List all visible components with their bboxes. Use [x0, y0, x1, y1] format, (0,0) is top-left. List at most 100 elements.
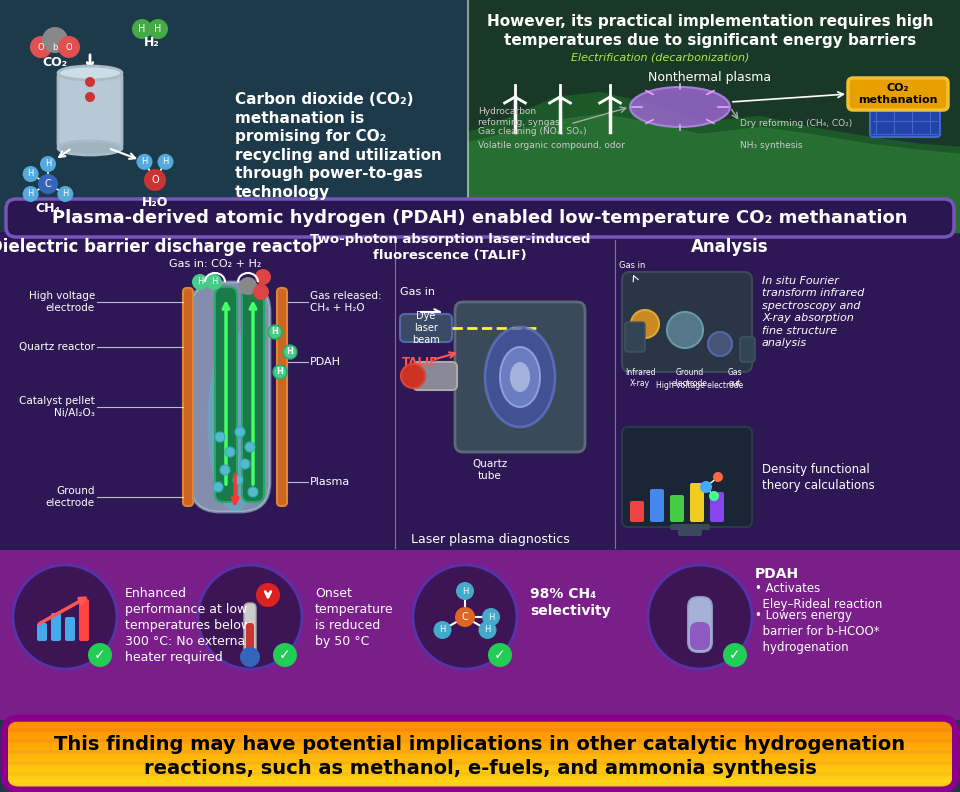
Circle shape [136, 154, 153, 169]
Text: High voltage
electrode: High voltage electrode [29, 291, 95, 313]
FancyBboxPatch shape [413, 362, 457, 390]
Circle shape [239, 277, 257, 295]
FancyBboxPatch shape [740, 337, 755, 362]
Circle shape [206, 274, 222, 290]
FancyBboxPatch shape [625, 322, 645, 352]
Text: Catalyst pellet
Ni/Al₂O₃: Catalyst pellet Ni/Al₂O₃ [19, 396, 95, 418]
FancyBboxPatch shape [8, 781, 952, 782]
Text: Ground
electrode: Ground electrode [672, 368, 708, 388]
Text: Volatile organic compound, odor: Volatile organic compound, odor [478, 142, 625, 150]
Text: In situ Fourier
transform infrared
spectroscopy and
X-ray absorption
fine struct: In situ Fourier transform infrared spect… [762, 276, 864, 348]
FancyBboxPatch shape [8, 738, 952, 740]
FancyBboxPatch shape [670, 495, 684, 522]
FancyBboxPatch shape [8, 730, 952, 732]
Circle shape [58, 36, 80, 58]
Circle shape [248, 487, 258, 497]
FancyBboxPatch shape [58, 73, 122, 148]
FancyBboxPatch shape [630, 501, 644, 522]
FancyBboxPatch shape [848, 78, 948, 110]
Text: H: H [272, 328, 278, 337]
Text: ✓: ✓ [494, 648, 506, 662]
Text: H: H [141, 158, 148, 166]
FancyBboxPatch shape [8, 771, 952, 773]
Text: Dye
laser
beam: Dye laser beam [412, 310, 440, 345]
Text: H: H [276, 367, 283, 376]
Text: Gas in: CO₂ + H₂: Gas in: CO₂ + H₂ [169, 259, 261, 269]
Ellipse shape [58, 141, 122, 155]
Text: Onset
temperature
is reduced
by 50 °C: Onset temperature is reduced by 50 °C [315, 587, 394, 648]
FancyBboxPatch shape [8, 769, 952, 771]
Text: H: H [462, 587, 468, 596]
FancyBboxPatch shape [8, 735, 952, 737]
FancyBboxPatch shape [8, 759, 952, 760]
Circle shape [708, 332, 732, 356]
Text: Gas cleaning (NOₓ, SOₓ): Gas cleaning (NOₓ, SOₓ) [478, 128, 587, 136]
Text: H: H [62, 189, 68, 199]
FancyBboxPatch shape [8, 786, 952, 788]
Text: H: H [211, 277, 217, 287]
FancyBboxPatch shape [8, 737, 952, 738]
Circle shape [85, 92, 95, 102]
Circle shape [215, 432, 225, 442]
Text: CO₂: CO₂ [42, 55, 67, 68]
Circle shape [157, 154, 174, 169]
FancyBboxPatch shape [190, 282, 270, 512]
FancyBboxPatch shape [400, 314, 452, 342]
Text: Plasma: Plasma [310, 477, 350, 487]
FancyBboxPatch shape [622, 427, 752, 527]
Text: CH₄: CH₄ [36, 203, 60, 215]
FancyBboxPatch shape [8, 766, 952, 767]
FancyBboxPatch shape [215, 287, 237, 502]
FancyBboxPatch shape [8, 758, 952, 760]
FancyBboxPatch shape [51, 613, 61, 641]
Text: Gas
out: Gas out [728, 368, 742, 388]
FancyBboxPatch shape [8, 725, 952, 726]
FancyBboxPatch shape [678, 529, 702, 536]
FancyBboxPatch shape [8, 722, 952, 724]
Circle shape [23, 166, 38, 182]
FancyBboxPatch shape [8, 733, 952, 735]
FancyBboxPatch shape [870, 92, 940, 137]
Circle shape [434, 621, 451, 639]
FancyBboxPatch shape [8, 736, 952, 737]
Text: H: H [155, 24, 161, 34]
FancyBboxPatch shape [8, 744, 952, 745]
FancyBboxPatch shape [8, 764, 952, 766]
Text: H: H [287, 348, 294, 356]
Circle shape [198, 565, 302, 669]
Ellipse shape [510, 362, 530, 392]
FancyBboxPatch shape [8, 779, 952, 780]
FancyBboxPatch shape [0, 232, 960, 552]
Text: H: H [162, 158, 169, 166]
FancyBboxPatch shape [244, 603, 256, 655]
Text: H: H [138, 24, 146, 34]
FancyBboxPatch shape [688, 597, 712, 652]
Circle shape [225, 447, 235, 457]
Text: TALIF: TALIF [402, 356, 438, 368]
FancyBboxPatch shape [8, 750, 952, 752]
FancyBboxPatch shape [8, 756, 952, 758]
Circle shape [456, 582, 474, 600]
Text: H: H [488, 612, 494, 622]
FancyBboxPatch shape [8, 731, 952, 733]
Circle shape [478, 621, 496, 639]
Circle shape [273, 643, 297, 667]
Circle shape [667, 312, 703, 348]
FancyBboxPatch shape [8, 739, 952, 741]
Text: Nonthermal plasma: Nonthermal plasma [648, 70, 772, 83]
Text: ✓: ✓ [730, 648, 741, 662]
FancyBboxPatch shape [8, 772, 952, 774]
Circle shape [648, 565, 752, 669]
FancyBboxPatch shape [8, 741, 952, 742]
Text: H: H [197, 277, 204, 287]
Text: • Activates
  Eley–Rideal reaction: • Activates Eley–Rideal reaction [755, 582, 882, 611]
FancyBboxPatch shape [8, 755, 952, 756]
Text: O: O [65, 43, 72, 51]
FancyBboxPatch shape [8, 783, 952, 785]
Circle shape [709, 491, 719, 501]
Circle shape [38, 174, 58, 194]
FancyBboxPatch shape [670, 524, 710, 530]
FancyBboxPatch shape [8, 722, 952, 723]
FancyBboxPatch shape [8, 760, 952, 762]
Text: C: C [462, 612, 468, 622]
